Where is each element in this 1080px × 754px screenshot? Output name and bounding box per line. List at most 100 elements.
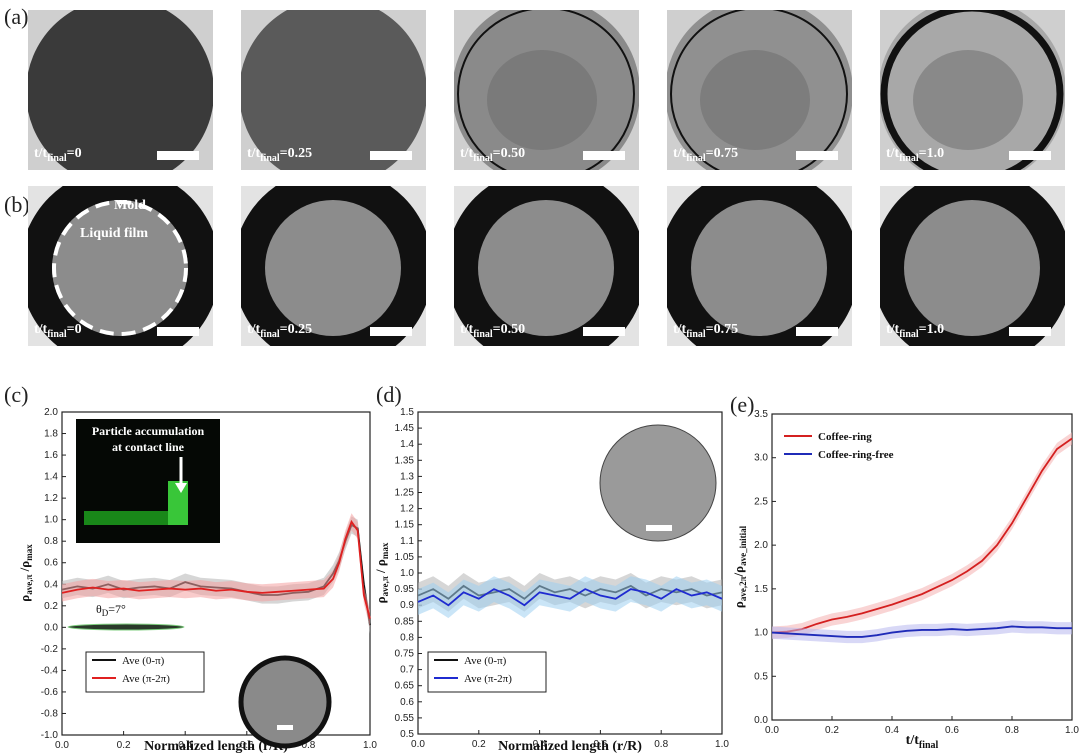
- inset-caption-line1: Particle accumulation: [92, 424, 205, 438]
- series-error-band: [772, 432, 1072, 639]
- x-tick-label: 0.4: [178, 740, 192, 751]
- legend-entry: Ave (0-π): [122, 655, 165, 667]
- x-tick-label: 0.8: [301, 740, 315, 751]
- mold-label: Mold: [114, 198, 146, 213]
- y-tick-label: 1.0: [754, 628, 768, 639]
- contact-angle-label: θD=7°: [96, 602, 126, 618]
- row_b-tile-2: t/tfinal=0.50: [454, 186, 639, 346]
- contact-angle-sub: D: [102, 608, 109, 618]
- legend-entry: Coffee-ring: [818, 431, 872, 443]
- time-label: t/tfinal=0.75: [673, 146, 738, 164]
- legend-box: [85, 651, 205, 693]
- y-tick-label: 2.0: [44, 407, 58, 418]
- time-label-value: =0.50: [492, 322, 526, 338]
- panel-label-b: (b): [4, 192, 30, 217]
- x-tick-label: 0.0: [411, 739, 425, 750]
- plot-frame: [771, 413, 1073, 721]
- liquid-film-shape: [52, 200, 188, 336]
- y-tick-label: 0.5: [754, 671, 768, 682]
- scale-bar: [370, 151, 412, 160]
- droplet-shape: [241, 10, 426, 170]
- micrograph-image: [454, 186, 639, 346]
- time-label: t/tfinal=0.50: [460, 322, 525, 340]
- y-axis-title-part: ρ: [17, 595, 32, 602]
- chart-c: 0.0 0.2 0.4 0.6 0.8 1.0 -1.0 -0.8 -0.6 -0.4 -0.2 0.…: [0, 385, 380, 754]
- time-label-main: t/t: [886, 322, 900, 338]
- droplet-shape: [28, 10, 213, 170]
- time-label-sub: final: [899, 153, 919, 164]
- row_b-tile-1: t/tfinal=0.25: [241, 186, 426, 346]
- time-label-main: t/t: [673, 146, 687, 162]
- y-tick-label: 1.45: [395, 423, 415, 434]
- legend-entry: Ave (π-2π): [464, 673, 512, 685]
- y-axis-title: ρave,π /ρmax: [17, 544, 34, 602]
- time-label-main: t/t: [886, 146, 900, 162]
- y-tick-label: 1.2: [44, 493, 58, 504]
- scale-bar: [1009, 151, 1051, 160]
- y-axis-title-part: ρ: [373, 596, 388, 603]
- x-tick-label: 1.0: [363, 740, 377, 751]
- x-tick-label: 0.6: [593, 739, 607, 750]
- micrograph-image: [241, 186, 426, 346]
- inset-accumulation-peak: [168, 481, 188, 525]
- particle-deposit: [913, 50, 1023, 150]
- time-label-value: =0.25: [279, 322, 313, 338]
- micrograph-image: [880, 186, 1065, 346]
- x-tick-label: 0.0: [765, 725, 779, 736]
- y-tick-label: 1.0: [400, 568, 414, 579]
- panel-label-d: (d): [376, 382, 402, 407]
- y-tick-label: 2.0: [754, 540, 768, 551]
- panel-label-a: (a): [4, 4, 29, 29]
- time-label: t/tfinal=0.50: [460, 146, 525, 164]
- row_a-tile-2: t/tfinal=0.50: [454, 10, 639, 170]
- x-tick-label: 0.4: [885, 725, 899, 736]
- inset-droplet-image: [238, 655, 332, 749]
- y-tick-label: 1.3: [400, 471, 414, 482]
- series-line: [417, 588, 723, 607]
- time-label-sub: final: [899, 329, 919, 340]
- y-tick-label: 0.95: [395, 584, 415, 595]
- y-axis-title-part: max: [380, 542, 390, 559]
- row_a-tile-0: t/tfinal=0: [28, 10, 213, 170]
- x-axis-title-main: t/t: [906, 733, 920, 748]
- y-tick-label: 0.65: [395, 681, 415, 692]
- plot-frame: [61, 411, 371, 736]
- y-tick-label: 0.0: [44, 622, 58, 633]
- time-label-sub: final: [686, 329, 706, 340]
- particle-deposit: [487, 50, 597, 150]
- y-tick-label: 1.1: [400, 536, 414, 547]
- y-tick-label: 0.9: [400, 600, 414, 611]
- micrograph-image: [667, 10, 852, 170]
- y-axis-title-part: max: [24, 544, 34, 561]
- time-label-sub: final: [47, 329, 67, 340]
- legend-entry: Ave (0-π): [464, 655, 507, 667]
- time-label-main: t/t: [247, 322, 261, 338]
- liquid-film-shape: [691, 200, 827, 336]
- y-tick-label: 0.85: [395, 616, 415, 627]
- scale-bar: [796, 327, 838, 336]
- time-label: t/tfinal=0.75: [673, 322, 738, 340]
- y-axis-title: ρave,2π/ρave_initial: [731, 525, 748, 608]
- liquid-film-shape: [478, 200, 614, 336]
- time-label-main: t/t: [460, 146, 474, 162]
- inset-scale-bar: [277, 725, 293, 730]
- y-tick-label: 1.8: [44, 429, 58, 440]
- film-boundary-dashed: [52, 200, 188, 336]
- contact-angle-symbol: θ: [96, 602, 102, 616]
- y-tick-label: 3.5: [754, 409, 768, 420]
- time-label-main: t/t: [673, 322, 687, 338]
- time-label-value: =1.0: [918, 146, 945, 162]
- y-tick-label: 1.25: [395, 488, 415, 499]
- y-tick-label: 0.8: [400, 632, 414, 643]
- time-label-main: t/t: [247, 146, 261, 162]
- row_a-tile-3: t/tfinal=0.75: [667, 10, 852, 170]
- scale-bar: [796, 151, 838, 160]
- series-error-band: [62, 513, 370, 628]
- y-axis-title-part: ave_initial: [738, 525, 748, 565]
- panel-label-e: (e): [730, 392, 755, 417]
- y-tick-label: 0.4: [44, 579, 58, 590]
- time-label-value: =0: [66, 146, 82, 162]
- particle-deposit: [700, 50, 810, 150]
- x-tick-label: 0.2: [472, 739, 486, 750]
- x-tick-label: 0.6: [240, 740, 254, 751]
